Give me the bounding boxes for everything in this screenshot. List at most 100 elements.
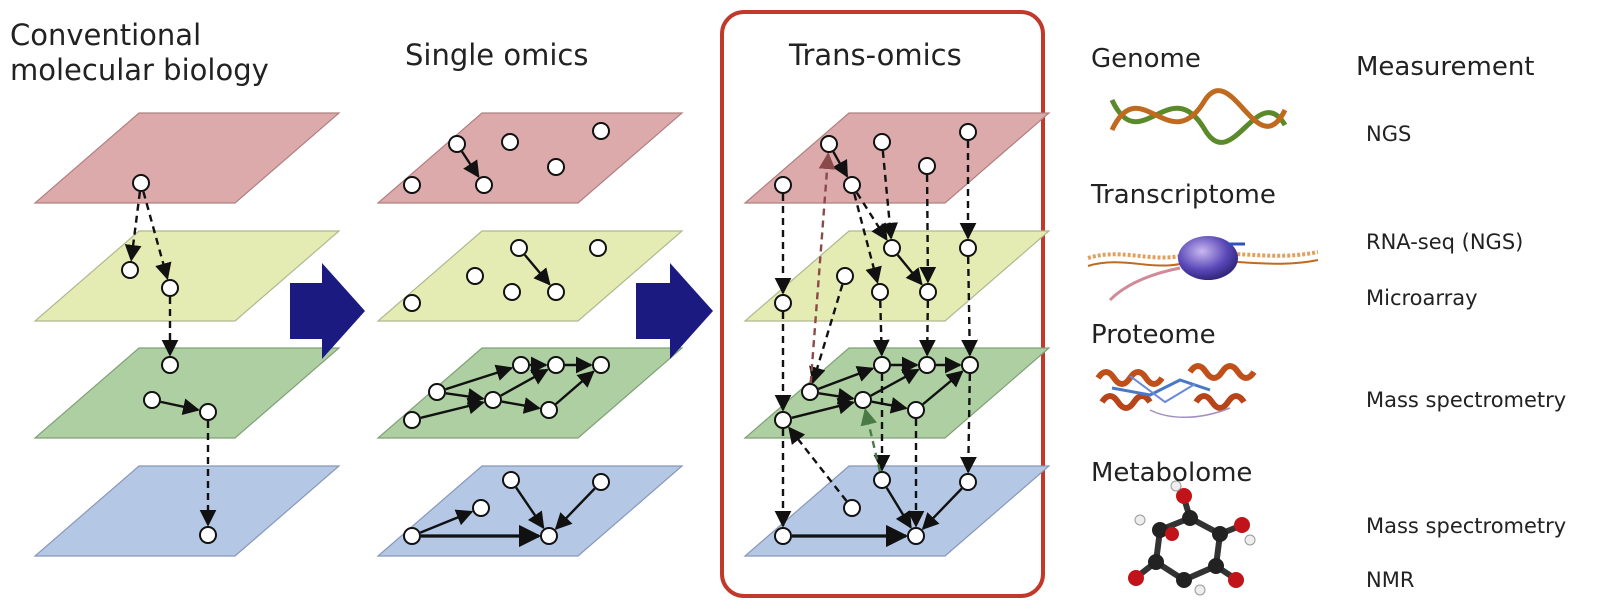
node [403, 411, 421, 429]
node [959, 123, 977, 141]
node [918, 356, 936, 374]
node [403, 527, 421, 545]
solid-arrow [501, 397, 541, 414]
node [801, 383, 819, 401]
node [472, 499, 490, 517]
solid-arrow [870, 368, 920, 397]
node [919, 283, 937, 301]
layer-nodes [121, 122, 979, 545]
layer-proteome-col1 [33, 347, 341, 439]
node [907, 527, 925, 545]
progress-arrow-1 [290, 263, 365, 359]
node [199, 403, 217, 421]
node [502, 471, 520, 489]
dna-helix-icon [1109, 88, 1288, 145]
layer-genome-col1 [33, 112, 341, 204]
label-transcriptome: Transcriptome [1091, 180, 1276, 210]
measurement-nmr: NMR [1366, 568, 1415, 592]
dashed-arrow [961, 256, 978, 357]
node [873, 133, 891, 151]
layer-genome-col2 [376, 112, 684, 204]
solid-arrow [885, 487, 912, 529]
solid-arrow [445, 388, 485, 405]
node [820, 135, 838, 153]
node [403, 294, 421, 312]
layer-metabolome-col2 [376, 465, 684, 557]
node [510, 239, 528, 257]
solid-arrow [420, 397, 485, 420]
node [918, 157, 936, 175]
node [873, 356, 891, 374]
node [836, 267, 854, 285]
heading-trans-omics: Trans-omics [789, 38, 962, 72]
node [199, 526, 217, 544]
solid-arrow [555, 370, 595, 406]
node [959, 239, 977, 257]
node [475, 176, 493, 194]
node [503, 283, 521, 301]
dashed-arrow [855, 191, 888, 241]
measurement-ngs: NGS [1366, 122, 1412, 146]
solid-arrow [460, 150, 480, 179]
node [161, 356, 179, 374]
solid-arrow [791, 397, 855, 419]
node [132, 174, 150, 192]
solid-arrow [871, 397, 908, 414]
solid-arrow [921, 487, 963, 531]
dashed-arrow [788, 426, 848, 502]
measurement-mass-spec-metabolome: Mass spectrometry [1366, 514, 1567, 538]
node [883, 239, 901, 257]
node [501, 133, 519, 151]
node [592, 473, 610, 491]
glucose-molecule-icon [1128, 480, 1256, 596]
node [843, 176, 861, 194]
node [512, 356, 530, 374]
node [592, 356, 610, 374]
solid-arrow [832, 151, 849, 178]
node [448, 135, 466, 153]
dashed-arrow [853, 193, 882, 284]
solid-arrow [554, 487, 596, 531]
node [907, 401, 925, 419]
node [854, 391, 872, 409]
node [161, 279, 179, 297]
node [961, 356, 979, 374]
solid-arrow [523, 254, 551, 286]
layer-edges [124, 141, 978, 548]
heading-conventional: Conventional molecular biology [10, 18, 269, 87]
node [428, 383, 446, 401]
solid-arrow [818, 365, 875, 390]
heading-measurement: Measurement [1356, 52, 1535, 82]
node [592, 122, 610, 140]
layer-metabolome-col1 [33, 465, 341, 557]
label-metabolome: Metabolome [1091, 458, 1253, 488]
heading-single-omics: Single omics [405, 38, 589, 72]
omics-layers [33, 112, 1051, 557]
node [774, 294, 792, 312]
dashed-arrow [809, 152, 836, 384]
node [589, 239, 607, 257]
node [540, 401, 558, 419]
node [843, 499, 861, 517]
dashed-arrow [918, 300, 936, 357]
layer-transcriptome-col2 [376, 230, 684, 322]
node [403, 176, 421, 194]
node [871, 283, 889, 301]
protein-structure-icon [1095, 363, 1257, 418]
solid-arrow [922, 370, 964, 406]
measurement-microarray: Microarray [1366, 286, 1478, 310]
node [873, 471, 891, 489]
node [547, 356, 565, 374]
rna-polymerase-icon [1087, 236, 1319, 302]
dashed-arrow [919, 174, 937, 284]
solid-arrow [160, 398, 200, 415]
node [466, 267, 484, 285]
node [547, 158, 565, 176]
dashed-arrow [881, 150, 899, 240]
trans-omics-highlight-box [720, 10, 1045, 598]
dashed-arrow [960, 373, 977, 474]
solid-arrow [500, 368, 549, 397]
node [540, 527, 558, 545]
